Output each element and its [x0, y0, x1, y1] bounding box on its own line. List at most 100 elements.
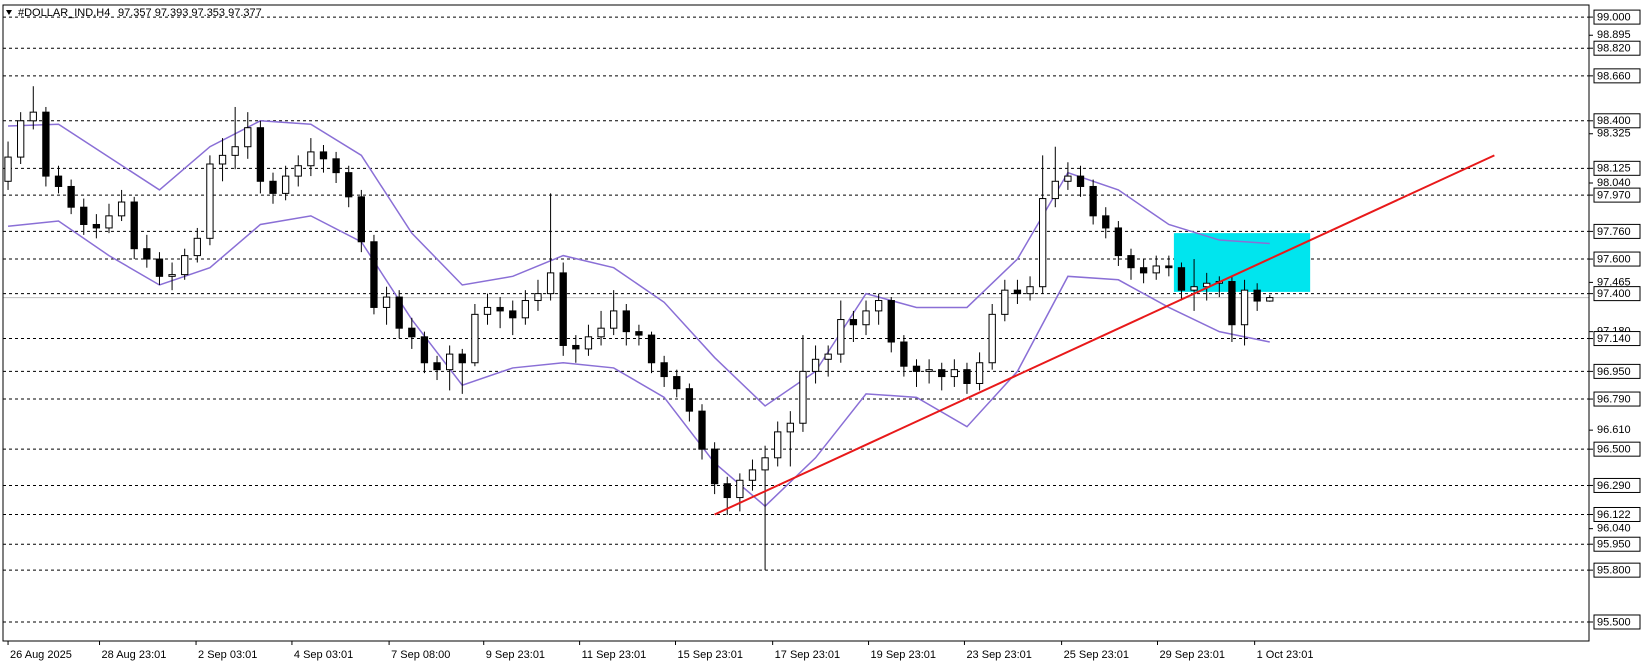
x-tick-label: 26 Aug 2025: [10, 649, 72, 661]
candle-body: [395, 296, 403, 329]
y-tick-label: 98.040: [1597, 177, 1631, 189]
candle-body: [862, 310, 870, 326]
candle-body: [874, 300, 883, 312]
candle-body: [988, 313, 996, 364]
x-tick-label: 19 Sep 23:01: [871, 649, 936, 661]
level-label: 95.500: [1597, 616, 1631, 628]
candle-body: [1076, 175, 1085, 187]
candle-body: [975, 362, 984, 384]
candle-body: [483, 306, 492, 315]
candle-body: [218, 154, 227, 165]
level-label-box: [1593, 113, 1641, 129]
candle-body: [824, 353, 832, 360]
x-tick-label: 1 Oct 23:01: [1257, 649, 1314, 661]
level-label: 95.800: [1597, 565, 1631, 577]
x-tick-label: 29 Sep 23:01: [1159, 649, 1224, 661]
level-label: 98.125: [1597, 163, 1631, 175]
x-tick-label: 15 Sep 23:01: [678, 649, 743, 661]
level-label-box: [1593, 251, 1641, 267]
candle-body: [29, 111, 37, 122]
y-tick-label: 98.325: [1597, 128, 1631, 140]
level-label-box: [1593, 160, 1641, 176]
candle-body: [1203, 282, 1211, 288]
candle-body: [4, 156, 12, 182]
level-label: 97.600: [1597, 253, 1631, 265]
candle-body: [193, 237, 201, 257]
candle-body: [1026, 286, 1034, 295]
candle-body: [786, 422, 794, 433]
candle-body: [1013, 289, 1022, 295]
level-label: 97.970: [1597, 190, 1631, 202]
level-label-box: [1593, 614, 1641, 630]
level-label: 99.000: [1597, 12, 1631, 24]
x-tick-label: 2 Sep 03:01: [198, 649, 257, 661]
candle-body: [1240, 289, 1249, 326]
candle-body: [660, 362, 668, 378]
candle-body: [17, 120, 25, 158]
candle-body: [521, 300, 530, 319]
x-tick-label: 23 Sep 23:01: [966, 649, 1031, 661]
header-prices: 97.357 97.393 97.353 97.377: [118, 7, 262, 19]
level-label-box: [1593, 40, 1641, 56]
candle-body: [471, 313, 479, 364]
candle-body: [1253, 289, 1261, 302]
candle-body: [382, 296, 391, 308]
level-label-box: [1593, 477, 1641, 493]
level-label: 97.400: [1597, 288, 1631, 300]
candle-body: [748, 469, 757, 481]
zone: [1173, 233, 1311, 292]
y-tick-label: 96.040: [1597, 523, 1631, 535]
candle-body: [811, 358, 820, 372]
candle-body: [584, 336, 593, 350]
candle-body: [105, 215, 113, 229]
candle-body: [963, 369, 971, 384]
candle-body: [408, 327, 416, 338]
level-label-box: [1593, 562, 1641, 578]
level-label: 96.790: [1597, 393, 1631, 405]
candle-body: [1177, 267, 1186, 291]
candle-body: [685, 388, 694, 412]
candle-body: [294, 165, 302, 177]
candle-body: [370, 241, 378, 308]
candle-body: [622, 310, 630, 333]
candle-body: [546, 272, 555, 295]
y-tick-label: 96.610: [1597, 424, 1631, 436]
candle-body: [635, 331, 643, 336]
level-label-box: [1593, 223, 1641, 239]
x-tick-label: 17 Sep 23:01: [775, 649, 840, 661]
trendline: [714, 154, 1495, 516]
level-label-box: [1593, 506, 1641, 522]
candle-body: [117, 201, 126, 217]
level-label: 97.140: [1597, 333, 1631, 345]
candle-body: [244, 127, 252, 148]
candle-body: [155, 258, 164, 277]
candle-body: [496, 306, 504, 312]
menu-arrow: [6, 10, 12, 15]
candle-body: [1114, 227, 1123, 257]
candle-body: [950, 369, 959, 378]
candle-body: [1064, 175, 1072, 182]
x-tick-label: 9 Sep 23:01: [486, 649, 545, 661]
candle-body: [130, 201, 138, 250]
candle-body: [698, 410, 706, 450]
candle-body: [1228, 281, 1236, 326]
level-label: 96.122: [1597, 509, 1631, 521]
candle-body: [92, 223, 101, 229]
candle-body: [647, 334, 656, 364]
candle-body: [572, 344, 580, 350]
candle-body: [673, 376, 681, 390]
candle-body: [319, 151, 328, 160]
x-tick-label: 7 Sep 08:00: [391, 649, 450, 661]
candle-body: [445, 353, 454, 371]
candle-body: [799, 370, 807, 424]
level-label-box: [1593, 391, 1641, 407]
candle-body: [307, 151, 315, 167]
candle-body: [269, 180, 277, 194]
candle-body: [80, 206, 88, 225]
level-label-box: [1593, 363, 1641, 379]
y-tick-label: 97.465: [1597, 276, 1631, 288]
level-label-box: [1593, 331, 1641, 347]
band-lower: [7, 215, 1270, 508]
